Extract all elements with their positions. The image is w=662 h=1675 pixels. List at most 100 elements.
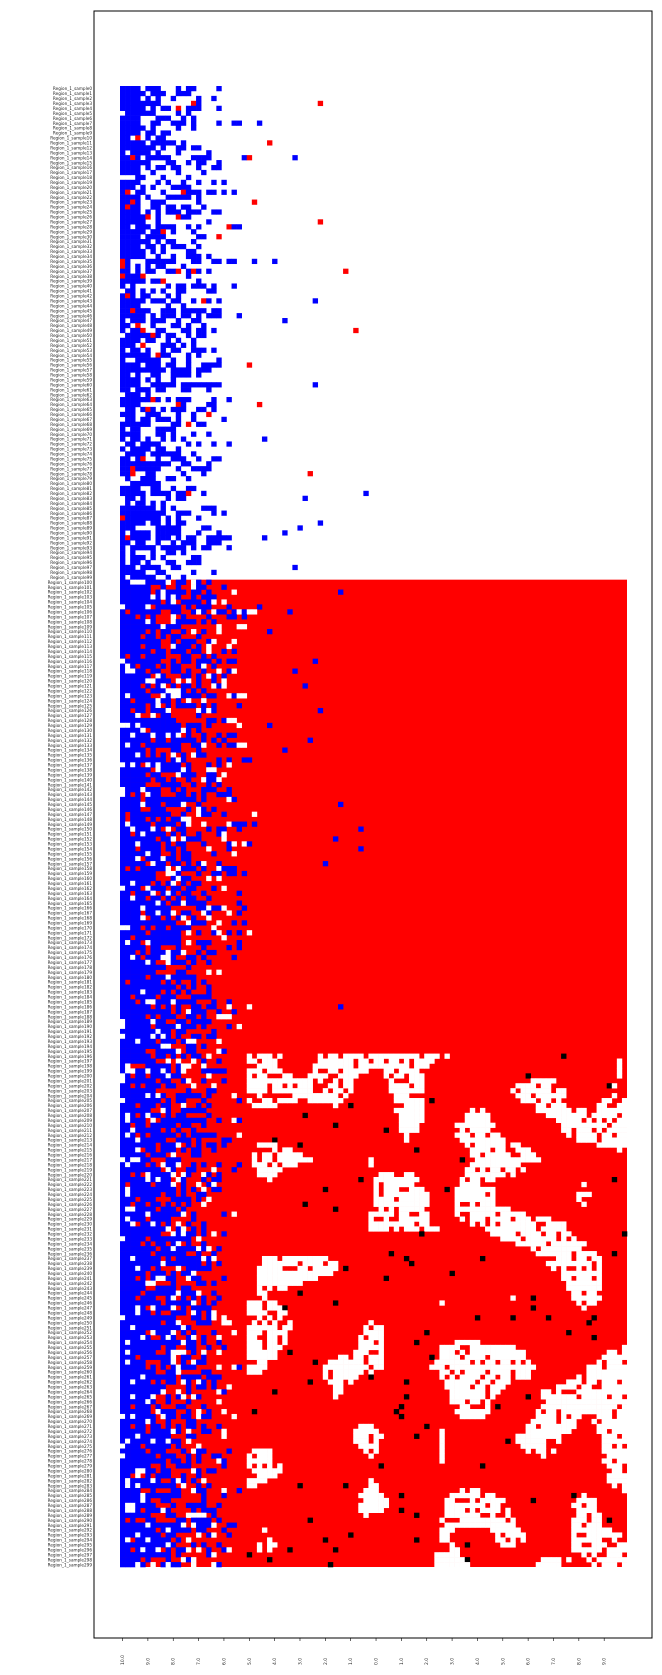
heatmap-cell [586, 1374, 592, 1380]
heatmap-cell [120, 278, 126, 284]
heatmap-cell [601, 1423, 608, 1430]
heatmap-cell [135, 278, 141, 284]
heatmap-cell [140, 722, 146, 729]
heatmap-cell [464, 1117, 471, 1123]
heatmap-cell [231, 717, 237, 724]
heatmap-cell [581, 1127, 587, 1133]
heatmap-cell [550, 1413, 557, 1420]
heatmap-cell [561, 1122, 567, 1128]
heatmap-cell [150, 1028, 156, 1035]
heatmap-cell [454, 1339, 460, 1346]
heatmap-cell [322, 1374, 329, 1380]
heatmap-cell [125, 248, 131, 255]
heatmap-cell [150, 895, 156, 901]
heatmap-cell [165, 224, 171, 230]
heatmap-cell [180, 1028, 187, 1035]
heatmap-cell [196, 811, 202, 817]
heatmap-cell [348, 1364, 354, 1370]
heatmap-cell [190, 703, 197, 709]
heatmap-cell [525, 1423, 531, 1430]
heatmap-cell [135, 1423, 141, 1430]
heatmap-cell [165, 1394, 171, 1400]
heatmap-cell [150, 1226, 156, 1232]
heatmap-cell [510, 1364, 516, 1370]
heatmap-cell [201, 347, 207, 353]
heatmap-cell [120, 1191, 126, 1198]
heatmap-cell [175, 1019, 182, 1025]
heatmap-cell [180, 1122, 187, 1128]
heatmap-cell [185, 1374, 192, 1380]
heatmap-cell [236, 1023, 242, 1030]
heatmap-cell [206, 545, 212, 551]
heatmap-cell [196, 643, 202, 650]
heatmap-cell [140, 1389, 146, 1395]
heatmap-cell [338, 1364, 344, 1370]
heatmap-cell [429, 1053, 435, 1059]
heatmap-cell [621, 1102, 628, 1109]
heatmap-cell [155, 431, 161, 437]
heatmap-cell [515, 1147, 521, 1153]
heatmap-cell [180, 703, 187, 709]
heatmap-cell [196, 658, 202, 664]
heatmap-cell [150, 1083, 156, 1089]
heatmap-cell [120, 994, 126, 1000]
heatmap-cell [246, 1004, 253, 1010]
heatmap-cell [160, 1211, 166, 1217]
heatmap-cell [165, 604, 171, 610]
heatmap-cell [120, 569, 126, 576]
heatmap-cell [130, 801, 136, 808]
heatmap-cell [586, 1399, 592, 1405]
heatmap-cell [175, 466, 182, 472]
heatmap-cell [170, 258, 177, 265]
heatmap-cell [125, 1177, 131, 1183]
heatmap-cell [246, 1083, 253, 1089]
heatmap-cell [150, 1112, 156, 1119]
heatmap-cell [125, 332, 131, 339]
heatmap-cell [170, 1122, 177, 1128]
heatmap-cell [150, 594, 156, 600]
heatmap-cell [246, 1334, 253, 1341]
heatmap-cell [160, 1354, 166, 1360]
heatmap-cell [332, 1053, 339, 1059]
heatmap-cell [231, 258, 237, 265]
heatmap-cell [170, 1191, 177, 1198]
heatmap-cell [378, 1177, 384, 1183]
heatmap-cell [125, 826, 131, 832]
heatmap-cell [414, 1122, 420, 1128]
heatmap-cell [520, 1226, 526, 1232]
heatmap-cell [251, 609, 258, 615]
heatmap-cell [201, 1023, 207, 1030]
heatmap-cell [520, 1349, 526, 1356]
heatmap-cell [140, 357, 146, 363]
heatmap-cell [581, 1399, 587, 1405]
heatmap-cell [474, 1162, 481, 1168]
heatmap-cell [160, 1014, 166, 1020]
heatmap-cell [140, 767, 146, 773]
heatmap-cell [135, 1172, 141, 1178]
heatmap-cell [464, 1196, 471, 1202]
heatmap-cell [190, 382, 197, 388]
heatmap-cell [135, 1226, 141, 1232]
heatmap-cell [419, 1186, 425, 1193]
heatmap-cell [201, 1379, 207, 1385]
heatmap-cell [180, 1102, 187, 1109]
heatmap-cell [165, 313, 171, 319]
heatmap-cell [287, 1320, 293, 1326]
heatmap-cell [226, 1014, 232, 1020]
heatmap-cell [170, 717, 177, 724]
heatmap-cell [185, 1354, 192, 1360]
heatmap-cell [540, 1102, 547, 1109]
heatmap-cell [180, 599, 187, 605]
heatmap-cell [160, 1236, 166, 1242]
heatmap-cell [175, 490, 182, 497]
heatmap-cell [185, 268, 192, 274]
heatmap-cell [130, 1216, 136, 1222]
heatmap-cell [419, 1083, 425, 1089]
heatmap-cell [140, 327, 146, 334]
heatmap-cell [135, 1428, 141, 1435]
heatmap-cell [135, 599, 141, 605]
heatmap-cell [469, 1344, 476, 1351]
heatmap-cell [160, 1117, 166, 1123]
heatmap-cell [145, 717, 151, 724]
heatmap-cell [196, 742, 202, 748]
